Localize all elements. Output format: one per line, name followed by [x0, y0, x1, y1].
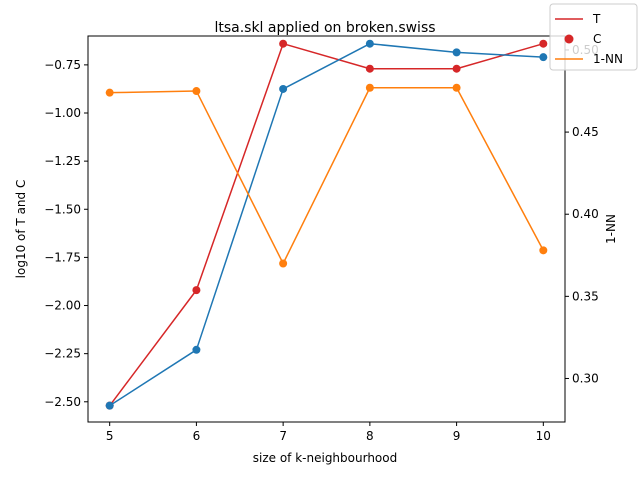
data-point-c — [192, 345, 201, 354]
y-tick-label-right: 0.45 — [572, 125, 599, 139]
data-point-t — [365, 64, 374, 73]
x-axis-label: size of k-neighbourhood — [253, 451, 397, 465]
x-tick-label: 5 — [106, 429, 114, 443]
y-tick-label-left: −1.50 — [44, 202, 81, 216]
series-layer — [105, 39, 548, 410]
y-tick-label-left: −1.00 — [44, 106, 81, 120]
y-tick-label-left: −2.25 — [44, 347, 81, 361]
data-point-c — [365, 39, 374, 48]
y-axis-label-right: 1-NN — [604, 214, 618, 244]
data-point-t — [452, 64, 461, 73]
legend-label: 1-NN — [593, 52, 623, 66]
x-tick-label: 7 — [279, 429, 287, 443]
legend-swatch-marker — [564, 34, 574, 44]
data-point-c — [279, 84, 288, 93]
data-point-t — [192, 286, 201, 295]
data-point-1-nn — [279, 259, 288, 268]
data-point-1-nn — [105, 88, 114, 97]
legend-label: C — [593, 32, 601, 46]
data-point-1-nn — [192, 87, 201, 96]
data-point-1-nn — [365, 83, 374, 92]
data-point-1-nn — [452, 83, 461, 92]
x-tick-label: 8 — [366, 429, 374, 443]
data-point-c — [452, 48, 461, 57]
y-tick-label-right: 0.30 — [572, 371, 599, 385]
data-point-t — [539, 39, 548, 48]
x-tick-label: 6 — [193, 429, 201, 443]
chart-title: ltsa.skl applied on broken.swiss — [214, 20, 435, 36]
data-point-c — [105, 401, 114, 410]
y-tick-label-right: 0.35 — [572, 289, 599, 303]
series-line-c — [109, 42, 544, 407]
data-point-1-nn — [539, 246, 548, 255]
y-axis-left: −2.50 −2.25 −2.00 −1.75 −1.50 −1.25 −1.00 −0.75 — [44, 58, 88, 409]
x-tick-label: 10 — [536, 429, 551, 443]
y-tick-label-left: −2.00 — [44, 299, 81, 313]
legend: TC 1-NN — [549, 3, 638, 71]
x-axis: 5 6 7 8 9 10 — [106, 422, 551, 443]
y-tick-label-left: −0.75 — [44, 58, 81, 72]
y-tick-label-right: 0.40 — [572, 207, 599, 221]
plot-frame — [87, 35, 566, 423]
y-tick-label-left: −1.75 — [44, 250, 81, 264]
y-tick-label-left: −1.25 — [44, 154, 81, 168]
series-line-t — [109, 42, 544, 407]
x-tick-label: 9 — [453, 429, 461, 443]
data-point-c — [539, 53, 548, 62]
series-line-1-nn — [109, 86, 544, 265]
data-point-t — [279, 39, 288, 48]
y-axis-label-left: log10 of T and C — [14, 180, 28, 279]
y-tick-label-left: −2.50 — [44, 395, 81, 409]
legend-box — [549, 3, 638, 71]
legend-label: T — [592, 12, 601, 26]
